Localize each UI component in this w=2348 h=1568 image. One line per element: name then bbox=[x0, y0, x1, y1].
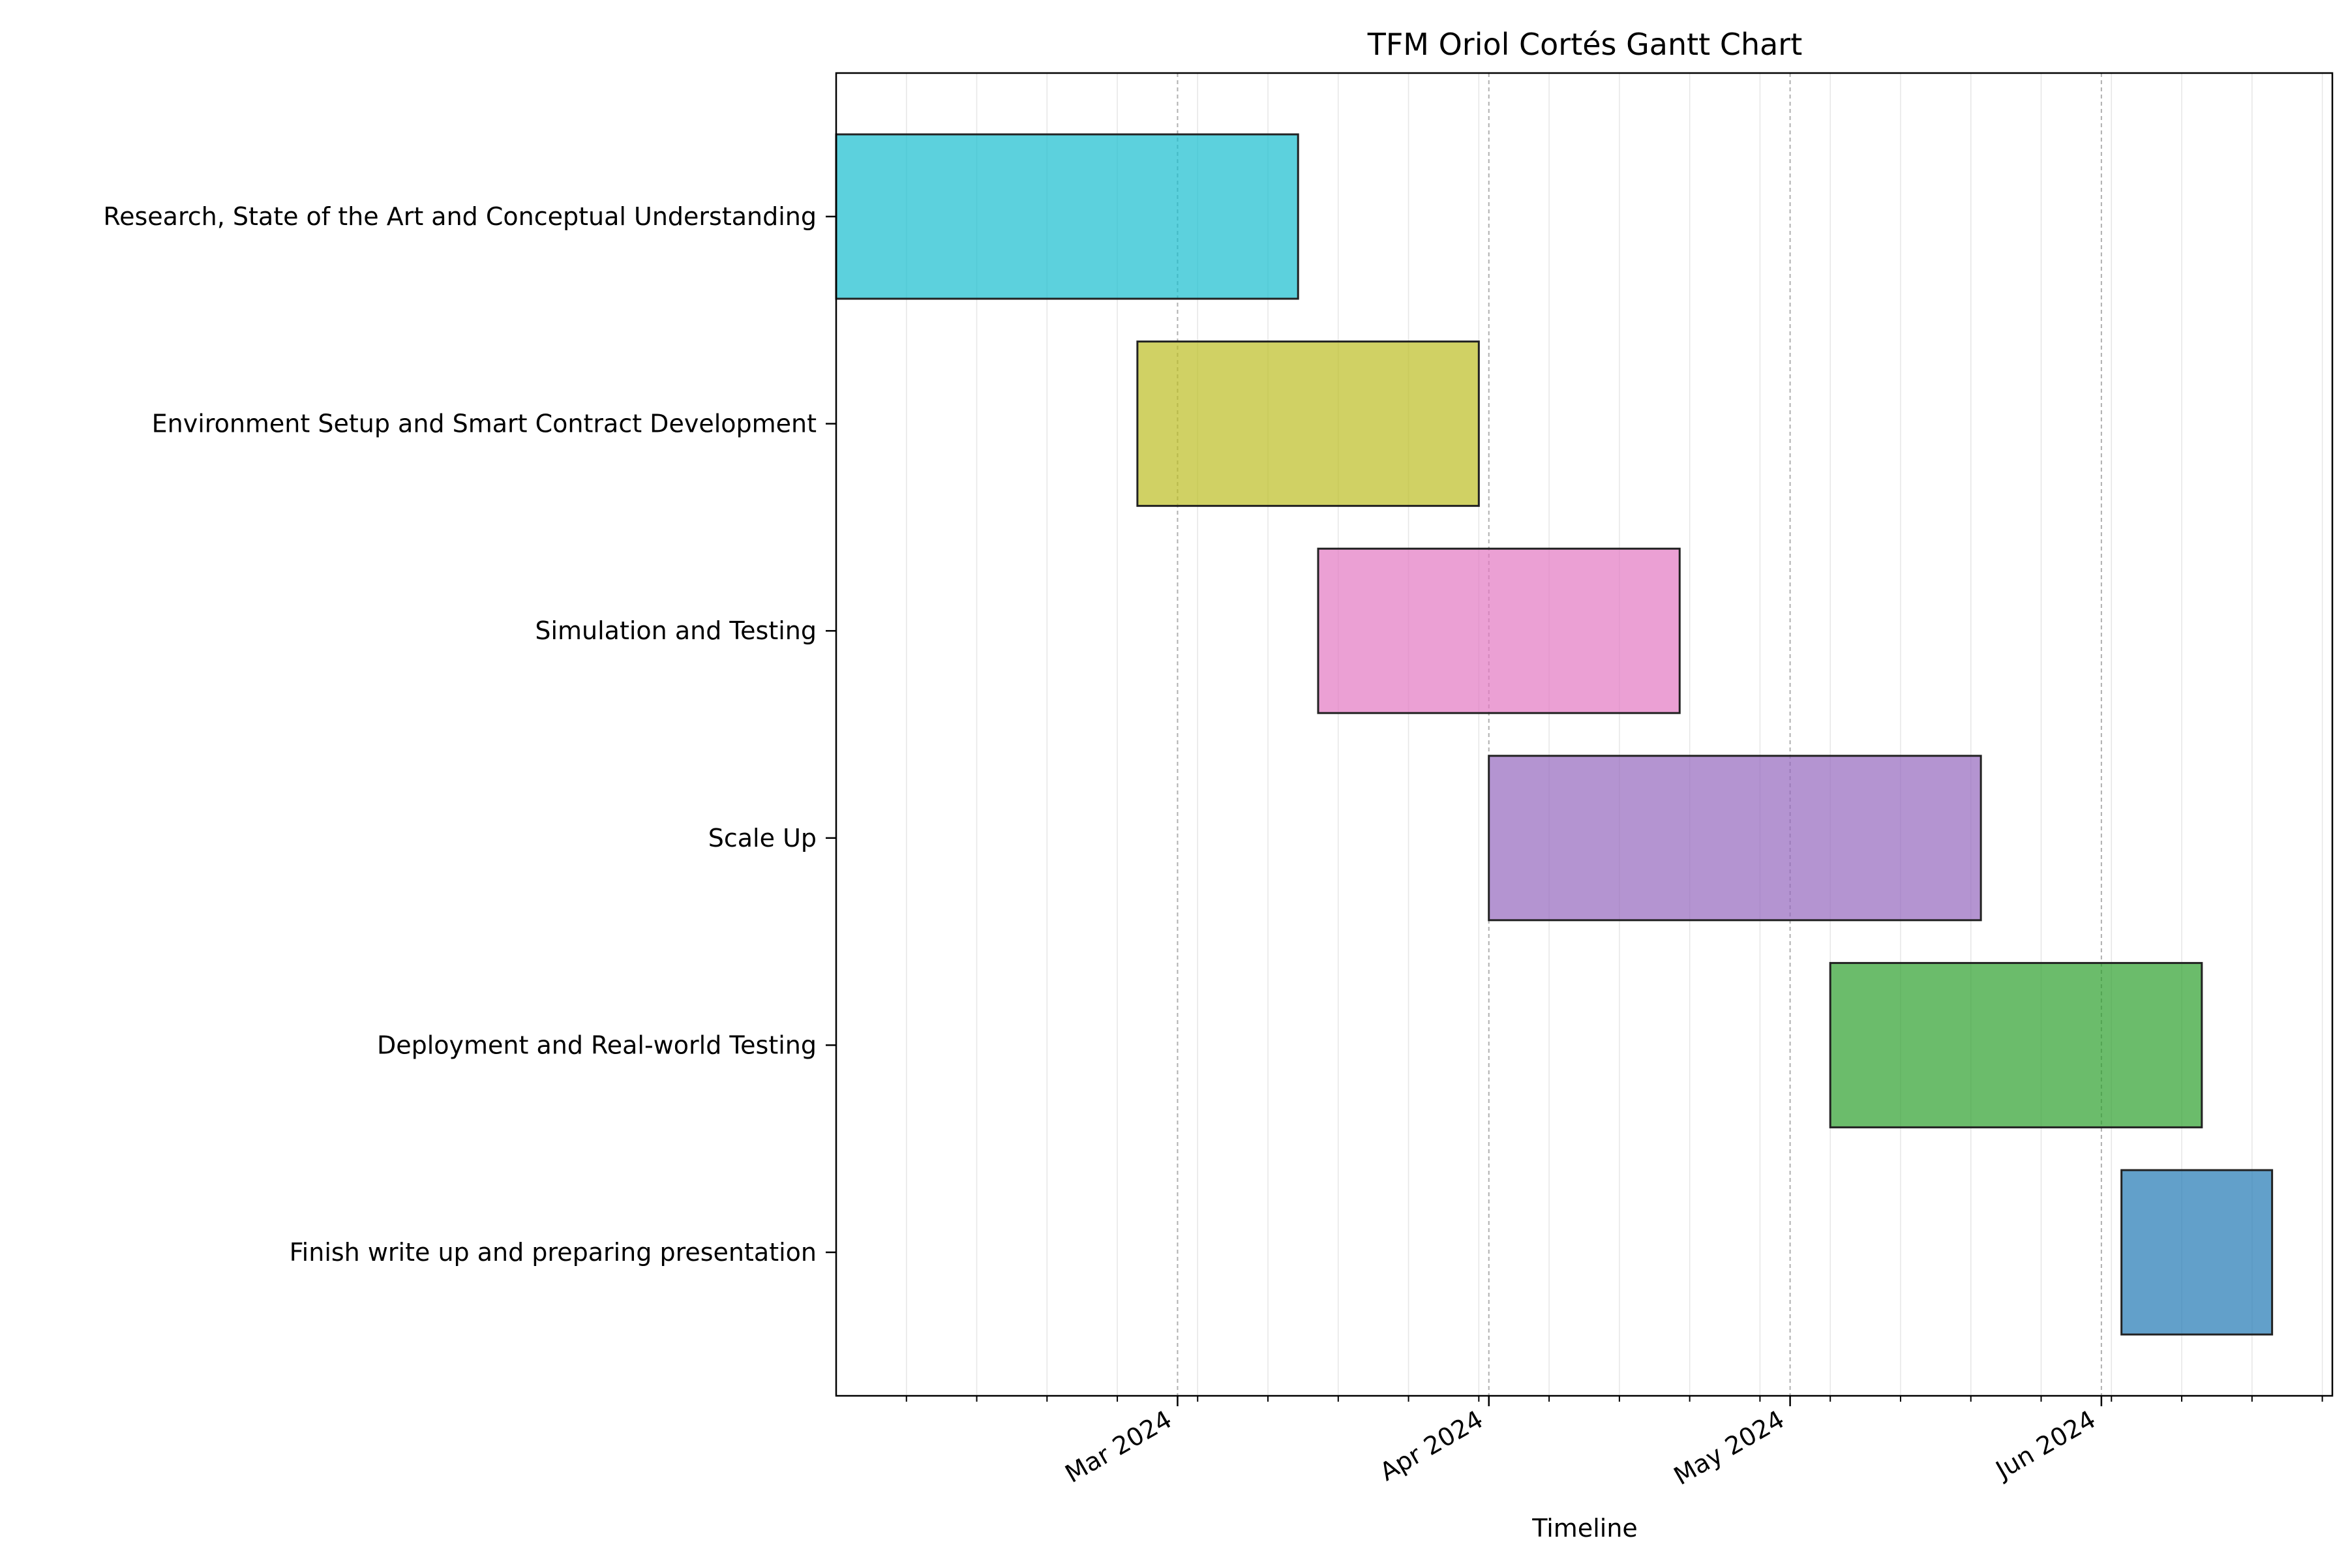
y-tick-label: Environment Setup and Smart Contract Dev… bbox=[152, 410, 817, 438]
major-gridlines bbox=[1177, 73, 2102, 1396]
y-axis-ticks bbox=[826, 215, 836, 1254]
x-tick-label: May 2024 bbox=[1669, 1405, 1789, 1491]
chart-title: TFM Oriol Cortés Gantt Chart bbox=[1367, 27, 1803, 62]
task-bar bbox=[1136, 340, 1480, 507]
task-bars bbox=[835, 133, 2274, 1336]
y-tick-label: Deployment and Real-world Testing bbox=[377, 1031, 817, 1059]
x-axis-tick-labels: Mar 2024 Apr 2024 May 2024 Jun 2024 bbox=[1061, 1405, 2101, 1491]
task-bar bbox=[2120, 1169, 2274, 1336]
y-tick-label: Simulation and Testing bbox=[535, 616, 817, 645]
y-tick-label: Research, State of the Art and Conceptua… bbox=[103, 202, 817, 231]
plot-frame bbox=[835, 72, 2334, 1397]
x-tick-label: Jun 2024 bbox=[1990, 1405, 2100, 1485]
x-tick-label: Apr 2024 bbox=[1375, 1405, 1488, 1486]
task-bar bbox=[835, 133, 1299, 300]
y-axis-tick-labels: Research, State of the Art and Conceptua… bbox=[103, 202, 817, 1267]
task-bar bbox=[1829, 961, 2203, 1128]
y-tick-label: Scale Up bbox=[708, 824, 817, 852]
task-bar bbox=[1488, 755, 1982, 922]
x-axis-label: Timeline bbox=[1531, 1514, 1638, 1543]
y-tick-label: Finish write up and preparing presentati… bbox=[290, 1238, 817, 1267]
task-bar bbox=[1317, 547, 1681, 714]
x-axis-ticks bbox=[905, 1396, 2323, 1406]
x-tick-label: Mar 2024 bbox=[1061, 1405, 1177, 1488]
